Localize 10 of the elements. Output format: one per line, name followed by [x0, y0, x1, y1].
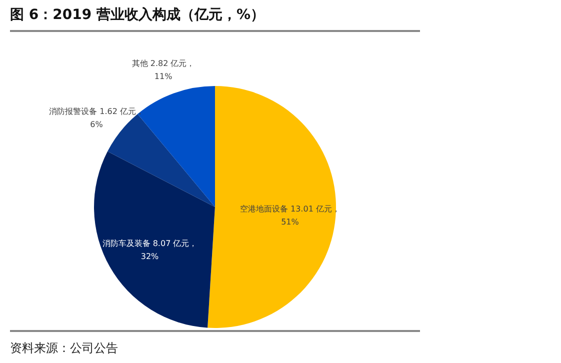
pie-slice [208, 86, 336, 328]
slice-label: 其他 2.82 亿元，11% [132, 59, 195, 82]
pie-slice [94, 151, 215, 328]
pie-slice [138, 86, 215, 207]
slice-label: 消防报警设备 1.62 亿元，6% [49, 106, 144, 129]
slice-label: 空港地面设备 13.01 亿元，51% [240, 204, 340, 226]
chart-title: 图 6：2019 营业收入构成（亿元，%） [10, 6, 420, 32]
text: 资料来源：公司公告 [10, 330, 420, 357]
pie-slice [108, 114, 215, 207]
slice-label: 消防车及装备 8.07 亿元，32% [102, 238, 198, 261]
